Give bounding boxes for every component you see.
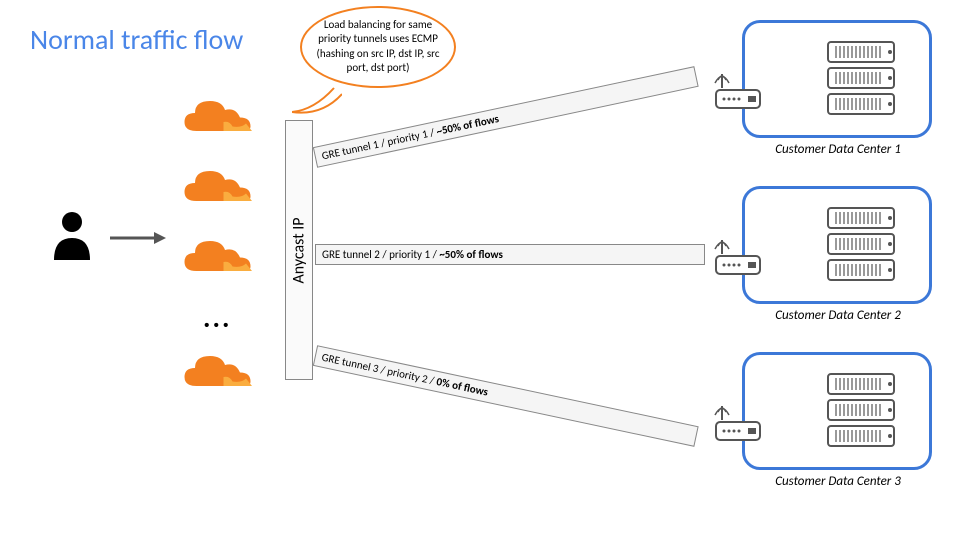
edge-cloud-icon [180,95,255,147]
page-title: Normal traffic flow [30,22,243,57]
datacenter-label: Customer Data Center 2 [738,308,938,323]
server-rack-icon [822,370,900,455]
gre-tunnel-3: GRE tunnel 3 / priority 2 / 0% of flows [313,345,699,447]
flow-arrow [110,228,170,253]
ellipsis: ... [203,300,231,335]
callout-text: Load balancing for same priority tunnels… [316,18,439,74]
router-icon [714,72,762,117]
server-rack-icon [822,38,900,123]
callout-bubble: Load balancing for same priority tunnels… [300,6,456,88]
edge-cloud-icon [180,350,255,402]
edge-cloud-icon [180,235,255,287]
user-icon [50,210,94,265]
router-icon [714,238,762,283]
anycast-label: Anycast IP [290,217,309,283]
datacenter-label: Customer Data Center 3 [738,474,938,489]
gre-tunnel-2: GRE tunnel 2 / priority 1 / ~50% of flow… [315,244,705,265]
server-rack-icon [822,204,900,289]
anycast-ip-box: Anycast IP [285,120,313,380]
router-icon [714,404,762,449]
datacenter-label: Customer Data Center 1 [738,142,938,157]
edge-cloud-icon [180,165,255,217]
